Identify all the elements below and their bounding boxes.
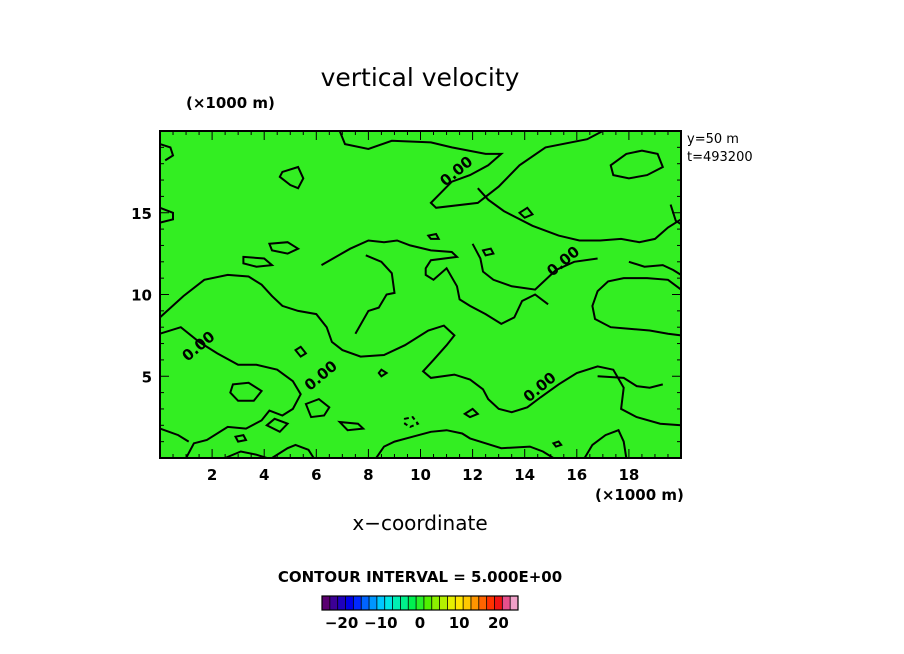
y-tick-label: 15 [131, 205, 152, 223]
contour-line-zero [242, 255, 275, 268]
contour-line-zero [462, 407, 480, 419]
colorbar-swatch [376, 596, 386, 610]
contour-line-zero [337, 420, 366, 432]
contour-line-negative [403, 415, 420, 429]
colorbar-tick-label: −20 [325, 614, 358, 632]
contour-line-zero [377, 368, 389, 378]
colorbar-swatch [439, 596, 448, 610]
colorbar-tick-label: 20 [488, 614, 509, 632]
colorbar-swatch [463, 596, 472, 610]
contour-line-zero [609, 149, 665, 180]
colorbar-swatch [470, 596, 480, 610]
x-tick-label: 4 [259, 466, 269, 484]
contour-line-zero [628, 260, 682, 276]
x-tick-label: 2 [207, 466, 217, 484]
colorbar-swatch [431, 596, 440, 610]
contour-interval-text: CONTOUR INTERVAL = 5.000E+00 [278, 568, 562, 586]
x-tick-label: 14 [514, 466, 535, 484]
colorbar-swatch [337, 596, 346, 610]
contour-line-zero [159, 273, 682, 427]
contour-labels: 0.000.000.000.00 0.00 [179, 152, 584, 405]
contour-line-zero [159, 326, 302, 459]
x-tick-label: 6 [311, 466, 321, 484]
colorbar-swatch [361, 596, 370, 610]
contour-line-zero [591, 277, 682, 337]
y-tick-label: 10 [131, 287, 152, 305]
info-time: t=493200 [687, 150, 753, 165]
colorbar-swatch [392, 596, 401, 610]
colorbar-swatch [400, 596, 409, 610]
y-tick-label: 5 [142, 368, 152, 386]
x-tick-label: 16 [566, 466, 587, 484]
axis-ticks [160, 131, 681, 458]
contour-line-zero [229, 381, 264, 402]
colorbar-swatch [478, 596, 487, 610]
colorbar-swatch [384, 596, 393, 610]
contour-line-zero [224, 450, 268, 459]
contour-line-zero [159, 206, 174, 224]
contour-line-zero [304, 397, 331, 419]
contour-line-zero [264, 417, 290, 434]
contour-line-zero [471, 243, 598, 291]
contour-line-zero [597, 375, 664, 389]
contour-layer [159, 130, 682, 459]
x-tick-label: 10 [410, 466, 431, 484]
x-tick-label: 12 [462, 466, 483, 484]
contour-line-zero [477, 187, 682, 244]
contour-line-zero [233, 433, 248, 443]
colorbar-swatch [329, 596, 338, 610]
contour-line-zero [278, 165, 305, 190]
contour-line-zero [481, 247, 495, 257]
contour-line-zero [426, 232, 441, 240]
colorbar [321, 595, 519, 611]
colorbar-swatch [423, 596, 433, 610]
contour-line-zero [517, 206, 535, 219]
y-tick-labels: 5 10 15 [131, 205, 152, 387]
colorbar-swatch [322, 596, 331, 610]
colorbar-swatch [369, 596, 378, 610]
heatmap-field [160, 131, 681, 458]
contour-line-zero [294, 345, 308, 358]
contour-line-zero [159, 143, 175, 162]
colorbar-swatch [502, 596, 511, 610]
x-tick-label: 18 [618, 466, 639, 484]
colorbar-tick-label: 0 [415, 614, 425, 632]
contour-line-zero [271, 443, 315, 459]
colorbar-swatch [408, 596, 417, 610]
colorbar-swatch [416, 596, 425, 610]
colorbar-tick-label: 10 [449, 614, 470, 632]
colorbar-tick-labels: −20 −10 0 10 20 [325, 614, 509, 632]
contour-line-zero [669, 204, 682, 226]
x-tick-labels: 2 4 6 8 10 12 14 16 18 [207, 466, 639, 484]
colorbar-frame [321, 595, 519, 611]
x-axis-unit: (×1000 m) [595, 486, 684, 504]
contour-line-zero [375, 429, 554, 459]
y-axis-unit: (×1000 m) [186, 94, 275, 112]
info-y-position: y=50 m [687, 132, 739, 147]
contour-line-zero [354, 254, 396, 335]
contour-line-zero [338, 130, 604, 209]
colorbar-swatch [494, 596, 503, 610]
colorbar-swatch [486, 596, 495, 610]
contour-line-zero [321, 239, 549, 326]
colorbar-swatch [345, 596, 354, 610]
colorbar-swatch [455, 596, 464, 610]
x-tick-label: 8 [363, 466, 373, 484]
contour-line-zero [583, 428, 628, 459]
x-axis-label: x−coordinate [352, 511, 487, 535]
colorbar-tick-label: −10 [364, 614, 397, 632]
contour-line-zero [267, 241, 301, 255]
colorbar-swatch [510, 596, 519, 610]
contour-line-zero [551, 440, 563, 448]
contour-line-zero [159, 427, 190, 443]
colorbar-swatch [353, 596, 362, 610]
colorbar-swatch [447, 596, 456, 610]
chart-title: vertical velocity [321, 63, 520, 92]
